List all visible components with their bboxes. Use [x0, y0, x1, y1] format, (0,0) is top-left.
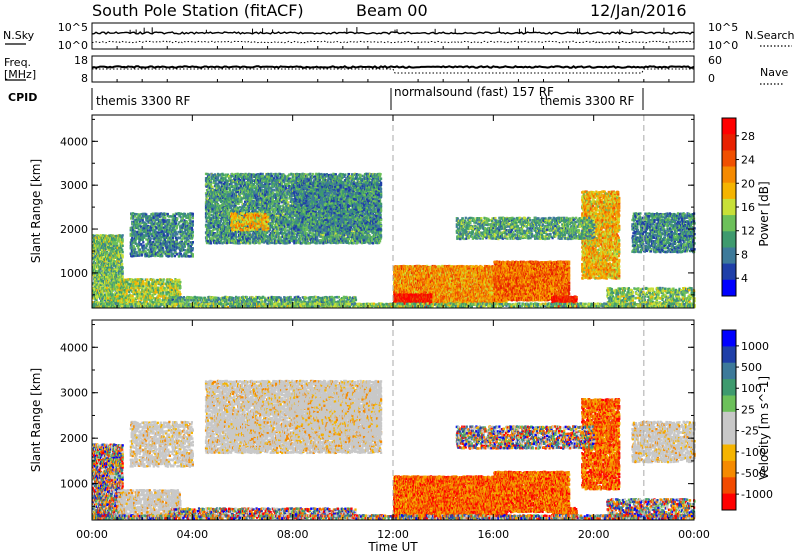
cpid-segment-2: normalsound (fast) 157 RF	[394, 85, 554, 99]
freq-unit: [MHz]	[4, 68, 36, 81]
velocity-heatmap	[92, 320, 696, 520]
nsky-strip-frame	[92, 23, 694, 49]
nsearch-label: N.Search	[745, 29, 795, 42]
freq-strip-data	[92, 66, 694, 73]
nsky-strip-data	[92, 27, 694, 43]
date-label: 12/Jan/2016	[590, 1, 687, 20]
nave-label: Nave	[760, 66, 788, 79]
cpid-segment-1: themis 3300 RF	[96, 94, 190, 108]
nave-tick-bottom: 0	[708, 72, 715, 85]
nsky-label: N.Sky	[3, 29, 35, 42]
nsky-tick-top: 10^5	[58, 21, 88, 34]
time-axis-label: Time UT	[367, 540, 418, 554]
power-colorbar-label: Power [dB]	[757, 181, 771, 246]
power-ylabel: Slant Range [km]	[29, 159, 43, 263]
freq-tick-top: 18	[74, 54, 88, 67]
nave-tick-top: 60	[708, 54, 722, 67]
cpid-segment-3: themis 3300 RF	[540, 94, 634, 108]
nsky-tick-bottom: 10^0	[58, 39, 88, 52]
nsearch-tick-bottom: 10^0	[708, 39, 738, 52]
freq-tick-bottom: 8	[81, 72, 88, 85]
station-title: South Pole Station (fitACF)	[92, 1, 304, 20]
beam-label: Beam 00	[356, 1, 428, 20]
nsearch-tick-top: 10^5	[708, 21, 738, 34]
cpid-label: CPID	[8, 91, 37, 104]
velocity-ylabel: Slant Range [km]	[29, 368, 43, 472]
power-heatmap	[92, 115, 696, 308]
velocity-colorbar-label: Velocity [m s^-1]	[757, 376, 771, 480]
